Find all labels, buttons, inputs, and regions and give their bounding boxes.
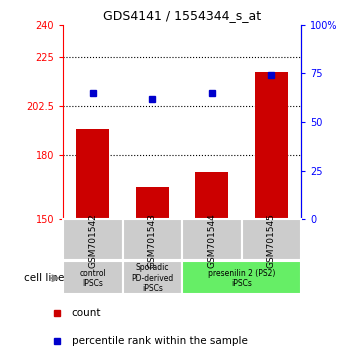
Text: GSM701542: GSM701542 [88, 213, 97, 268]
Bar [255, 72, 288, 219]
Text: Sporadic
PD-derived
iPSCs: Sporadic PD-derived iPSCs [131, 263, 173, 293]
Bar [136, 187, 169, 219]
Text: control
IPSCs: control IPSCs [79, 268, 106, 288]
Bar [63, 261, 122, 294]
Bar [195, 172, 228, 219]
Text: count: count [72, 308, 101, 318]
Bar [122, 219, 182, 261]
Bar [76, 129, 109, 219]
Text: GSM701544: GSM701544 [207, 213, 216, 268]
Text: presenilin 2 (PS2)
iPSCs: presenilin 2 (PS2) iPSCs [208, 268, 275, 288]
Text: percentile rank within the sample: percentile rank within the sample [72, 336, 248, 346]
Text: GSM701543: GSM701543 [148, 213, 157, 268]
Bar [182, 261, 301, 294]
Bar [63, 219, 122, 261]
Bar [122, 261, 182, 294]
Text: cell line: cell line [24, 273, 64, 283]
Bar [182, 219, 241, 261]
Title: GDS4141 / 1554344_s_at: GDS4141 / 1554344_s_at [103, 9, 261, 22]
Text: GSM701545: GSM701545 [267, 213, 276, 268]
Bar [241, 219, 301, 261]
